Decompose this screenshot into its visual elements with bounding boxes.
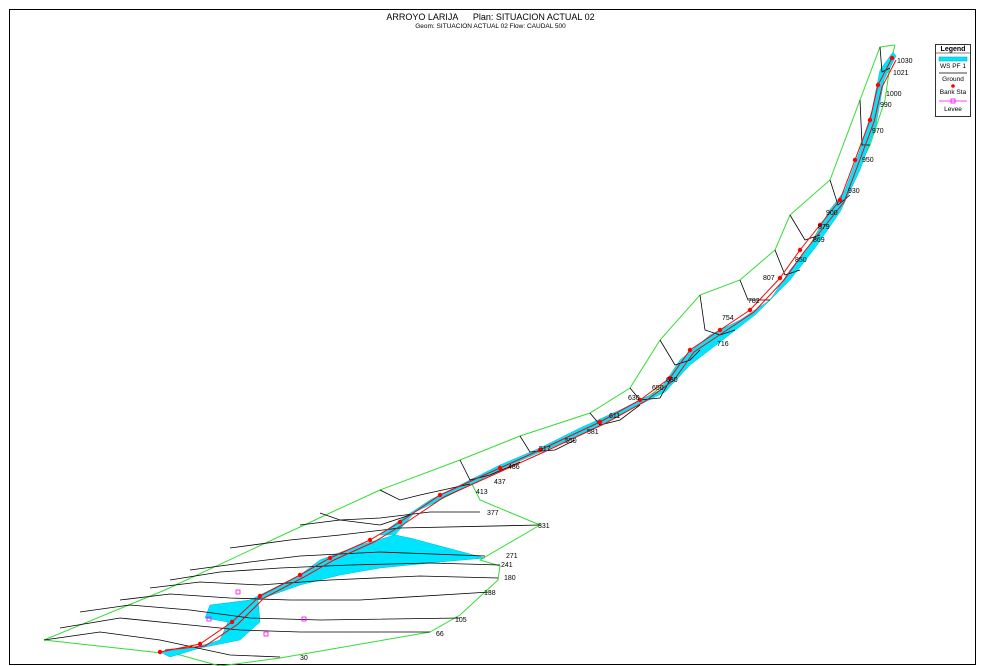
station-label: 807: [763, 275, 775, 282]
station-label: 271: [506, 553, 518, 560]
station-label: 850: [795, 257, 807, 264]
station-label: 879: [818, 224, 830, 231]
legend-bank-label: Bank Sta: [940, 89, 967, 96]
station-label: 437: [494, 479, 506, 486]
legend-ws-label: WS PF 1: [940, 63, 966, 70]
station-label: 1000: [886, 91, 902, 98]
station-label: 241: [501, 562, 513, 569]
ground-cross-sections: [43, 46, 891, 658]
bank-line-left: [159, 57, 893, 653]
station-label: 990: [880, 102, 892, 109]
station-label: 900: [826, 210, 838, 217]
station-label: 680: [666, 377, 678, 384]
station-label: 377: [487, 510, 499, 517]
legend-title: Legend: [941, 46, 966, 53]
station-label: 66: [436, 631, 444, 638]
reach-boundary-right: [43, 44, 896, 666]
plot-subtitle: Geom: SITUACION ACTUAL 02 Flow: CAUDAL 5…: [415, 23, 566, 30]
station-label: 782: [748, 298, 760, 305]
bank-station-markers: [157, 55, 895, 655]
legend-ws-swatch: [938, 56, 968, 62]
station-label: 630: [628, 395, 640, 402]
levee-markers: [206, 589, 307, 637]
station-label: 138: [484, 590, 496, 597]
station-label: 581: [587, 429, 599, 436]
station-label: 716: [717, 341, 729, 348]
station-label: 180: [504, 575, 516, 582]
station-label: 30: [300, 655, 308, 662]
station-label: 1021: [893, 70, 909, 77]
legend-levee-label: Levee: [944, 106, 962, 113]
station-labels: 1030 1021 1000 990 970 950 930 900 879 8…: [300, 58, 913, 662]
station-label: 650: [652, 385, 664, 392]
legend: Legend WS PF 1 Ground Bank Sta Levee: [935, 44, 971, 117]
water-surface-upper: [379, 51, 897, 536]
station-label: 486: [508, 464, 520, 471]
station-label: 331: [538, 523, 550, 530]
reach-boundary-left: [43, 44, 896, 641]
station-label: 105: [455, 617, 467, 624]
station-label: 754: [722, 315, 734, 322]
plot-title: ARROYO LARIJA Plan: SITUACION ACTUAL 02: [386, 12, 595, 22]
station-label: 611: [609, 413, 620, 420]
station-label: 950: [862, 157, 874, 164]
station-label: 550: [565, 438, 577, 445]
station-label: 413: [476, 489, 488, 496]
legend-bank-swatch: [951, 84, 955, 88]
station-label: 869: [813, 237, 825, 244]
bank-line-right: [164, 59, 897, 651]
station-label: 970: [872, 128, 884, 135]
plot-frame: [9, 9, 976, 665]
station-label: 1030: [897, 58, 913, 65]
legend-box: [935, 44, 971, 117]
water-surface-lower: [159, 534, 486, 658]
station-label: 517: [539, 446, 551, 453]
station-label: 930: [848, 188, 860, 195]
legend-ground-label: Ground: [942, 76, 964, 83]
